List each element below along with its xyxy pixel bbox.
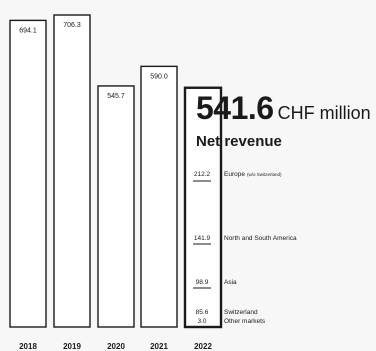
segment-value-1: 212.2 <box>194 171 211 178</box>
segment-name-5: Other markets <box>224 318 266 325</box>
bar-value-label-2021: 590.0 <box>150 73 168 80</box>
bar-value-label-2018: 694.1 <box>19 27 37 34</box>
highlight-headline: 541.6 CHF million <box>196 90 371 127</box>
year-label-2019: 2019 <box>63 342 81 351</box>
bar-value-label-2019: 706.3 <box>63 22 81 29</box>
segment-note-1: (w/o Switzerland) <box>247 172 282 177</box>
bar-value-label-2020: 545.7 <box>107 93 125 100</box>
highlight-unit: CHF million <box>277 103 371 123</box>
segment-name-1: Europe (w/o Switzerland) <box>224 171 282 178</box>
bar-2022 <box>183 86 223 329</box>
bar-2019 <box>53 14 91 328</box>
bar-2018 <box>9 19 47 328</box>
segment-value-4: 85.6 <box>196 309 209 316</box>
bar-2020 <box>97 85 135 328</box>
segment-value-3: 98.9 <box>196 279 209 286</box>
segment-name-3: Asia <box>224 279 237 286</box>
highlight-value: 541.6 <box>196 90 274 126</box>
segment-value-5: 3.0 <box>197 318 206 325</box>
segment-name-2: North and South America <box>224 235 297 242</box>
year-label-2020: 2020 <box>107 342 125 351</box>
highlight-subtitle: Net revenue <box>196 133 282 150</box>
segment-name-4: Switzerland <box>224 309 258 316</box>
year-label-2018: 2018 <box>19 342 37 351</box>
bar-2021 <box>140 65 178 328</box>
year-label-2021: 2021 <box>150 342 168 351</box>
year-label-2022: 2022 <box>194 342 212 351</box>
segment-value-2: 141.9 <box>194 235 211 242</box>
